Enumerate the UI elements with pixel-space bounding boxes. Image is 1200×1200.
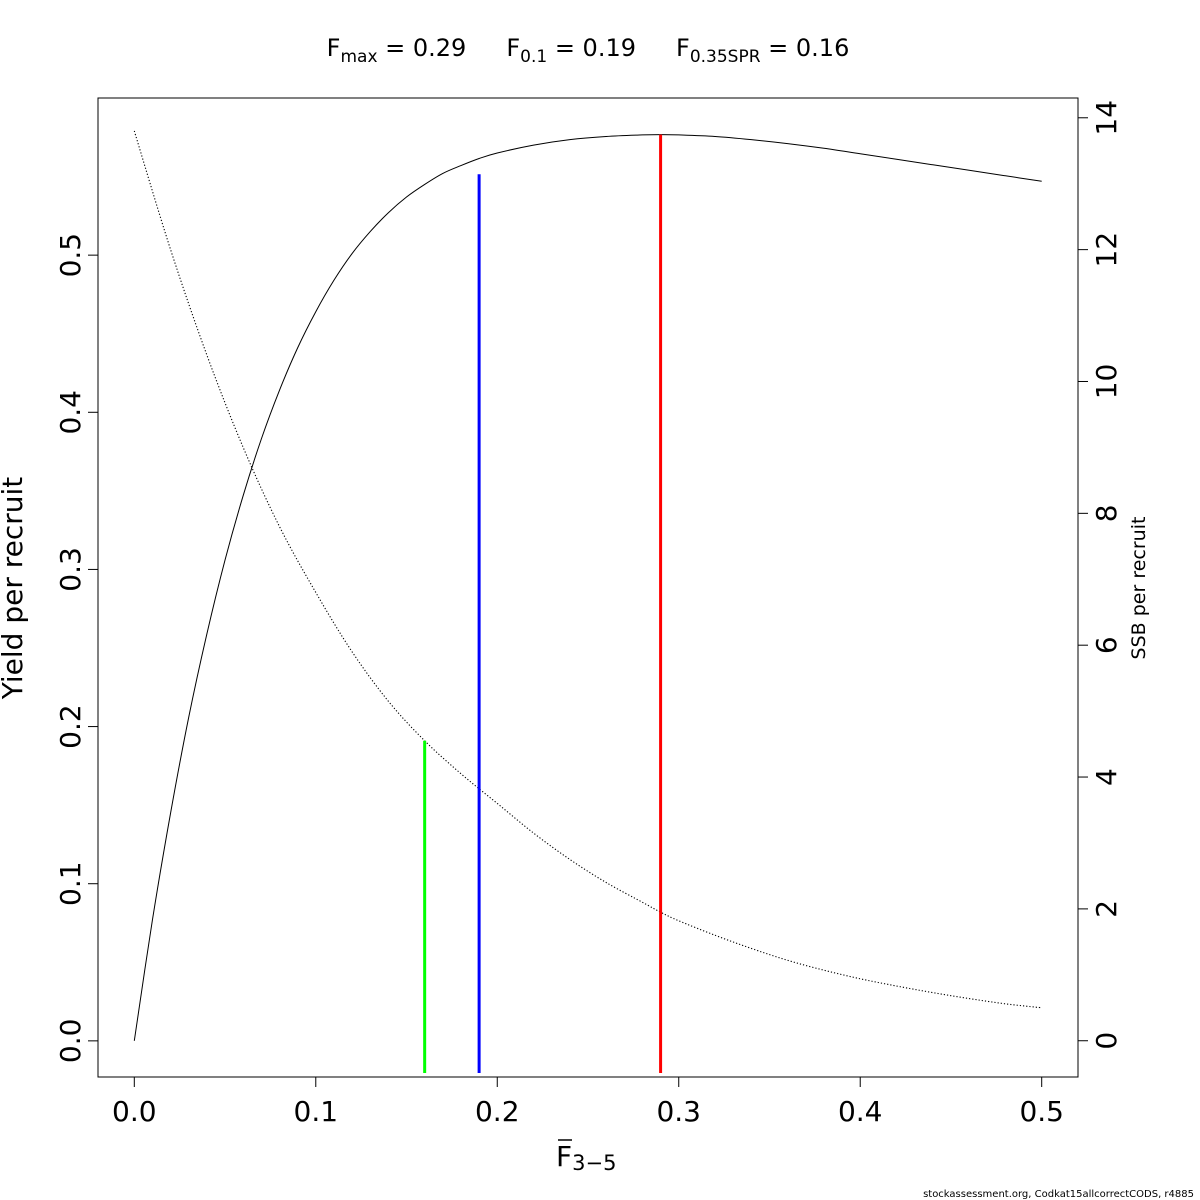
y-tick-label: 0.3 [54,547,87,592]
title-f01-eq: = 0.19 [547,34,636,62]
title-fmax-base: F [327,34,341,62]
y2-tick-label: 6 [1090,636,1123,654]
x-tick-label: 0.0 [112,1095,157,1128]
x-tick-label: 0.1 [294,1095,339,1128]
y2-tick-label: 12 [1090,232,1123,268]
ssb-per-recruit-line [133,130,1042,1009]
y-tick-label: 0.4 [54,390,87,435]
yield-per-recruit-line [133,134,1042,1041]
x-axis-label-group: F3−5 [556,1139,616,1175]
title-fspr-eq: = 0.16 [761,34,850,62]
chart-title: Fmax = 0.29 F0.1 = 0.19 F0.35SPR = 0.16 [327,34,850,67]
title-fspr-base: F [676,34,690,62]
y-axis-right: 0 2 4 6 8 10 12 14 [1078,100,1123,1050]
x-axis-label: F3−5 [556,1140,616,1175]
x-axis-label-base: F [556,1140,572,1173]
x-tick-label: 0.3 [656,1095,701,1128]
x-tick-label: 0.4 [838,1095,883,1128]
title-fspr-sub: 0.35SPR [690,47,761,67]
y-tick-label: 0.2 [54,704,87,749]
x-axis: 0.0 0.1 0.2 0.3 0.4 0.5 [112,1077,1064,1128]
title-f01-base: F [506,34,520,62]
x-tick-label: 0.2 [475,1095,520,1128]
x-tick-label: 0.5 [1019,1095,1064,1128]
y2-tick-label: 10 [1090,364,1123,400]
y-tick-label: 0.5 [54,233,87,278]
y2-tick-label: 8 [1090,504,1123,522]
y-tick-label: 0.1 [54,861,87,906]
title-fmax-eq: = 0.29 [378,34,467,62]
y-axis-left: 0.0 0.1 0.2 0.3 0.4 0.5 [54,233,98,1063]
series-group [133,130,1042,1041]
y-tick-label: 0.0 [54,1019,87,1064]
y2-tick-label: 4 [1090,768,1123,786]
footer-credit: stockassessment.org, Codkat15allcorrectC… [923,1189,1194,1200]
y2-tick-label: 2 [1090,900,1123,918]
y-axis-label: Yield per recruit [0,477,29,701]
title-f01-sub: 0.1 [520,47,547,67]
x-axis-label-sub: 3−5 [572,1151,616,1175]
y2-tick-label: 0 [1090,1032,1123,1050]
reference-lines [423,134,663,1073]
y2-axis-label: SSB per recruit [1128,517,1150,660]
plot-frame [97,97,1079,1078]
title-fmax-sub: max [340,47,377,67]
y2-tick-label: 14 [1090,100,1123,136]
